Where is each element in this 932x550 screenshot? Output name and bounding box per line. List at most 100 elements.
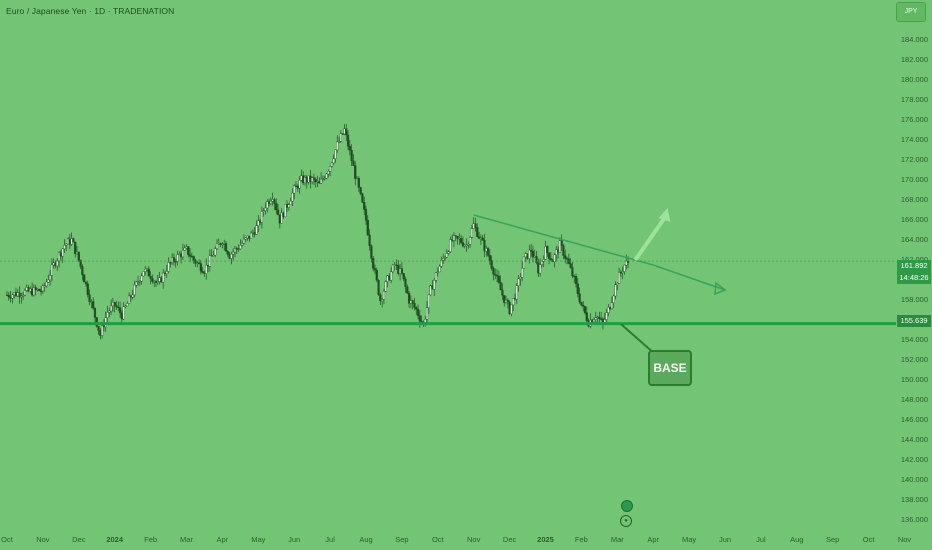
- candle-body: [92, 301, 95, 309]
- candle-body: [539, 264, 542, 274]
- candle-body: [616, 283, 619, 285]
- candle-body: [332, 158, 335, 164]
- candle-body: [564, 255, 567, 259]
- candle-body: [546, 246, 549, 254]
- candle-body: [287, 204, 290, 208]
- candle-body: [194, 260, 197, 264]
- currency-badge[interactable]: JPY: [896, 2, 926, 22]
- candle-body: [239, 245, 242, 250]
- candle-body: [221, 243, 224, 245]
- candle-body: [258, 220, 262, 223]
- candle-body: [544, 246, 547, 260]
- candle-body: [440, 259, 443, 267]
- candle-body: [223, 243, 226, 245]
- candle-body: [296, 185, 299, 189]
- candle-body: [373, 268, 377, 271]
- candle-body: [621, 271, 624, 273]
- candle-body: [619, 272, 622, 274]
- candle-body: [169, 262, 172, 264]
- candle-body: [156, 281, 159, 283]
- candle-body: [113, 302, 116, 306]
- candle-body: [397, 264, 400, 274]
- candle-body: [280, 212, 283, 224]
- candle-body: [321, 178, 325, 180]
- candle-body: [442, 258, 445, 261]
- candle-body: [23, 290, 27, 296]
- candle-body: [399, 268, 402, 274]
- candle-body: [510, 304, 513, 315]
- candle-body: [70, 238, 73, 245]
- candle-body: [117, 306, 120, 309]
- dividend-marker-icon[interactable]: ●: [620, 515, 632, 527]
- x-tick-label: Dec: [72, 535, 86, 544]
- candle-body: [27, 287, 30, 292]
- candle-body: [533, 256, 536, 258]
- candle-body: [486, 248, 490, 256]
- base-callout[interactable]: BASE: [648, 350, 692, 386]
- candle-body: [547, 252, 551, 259]
- y-tick-label: 138.000: [900, 495, 928, 504]
- candle-body: [555, 249, 558, 255]
- candle-body: [537, 262, 540, 274]
- x-tick-label: Sep: [826, 535, 840, 544]
- candle-body: [327, 171, 330, 175]
- candle-body: [99, 330, 102, 336]
- candle-body: [29, 288, 32, 292]
- candle-body: [257, 220, 260, 226]
- candle-body: [111, 302, 115, 307]
- candle-body: [255, 225, 258, 235]
- candle-body: [325, 173, 328, 179]
- candle-body: [391, 264, 395, 272]
- candle-body: [214, 248, 217, 256]
- candle-body: [151, 278, 154, 282]
- candle-body: [84, 281, 88, 285]
- candle-body: [9, 296, 12, 299]
- candle-body: [11, 294, 14, 299]
- candle-body: [571, 267, 574, 277]
- candle-body: [31, 288, 34, 296]
- candle-body: [530, 249, 533, 252]
- candle-body: [406, 286, 409, 294]
- candle-body: [390, 271, 393, 281]
- candle-body: [339, 133, 342, 142]
- candle-body: [32, 287, 36, 296]
- event-marker-icon[interactable]: [621, 500, 633, 512]
- candle-body: [269, 200, 272, 204]
- candle-body: [241, 243, 244, 246]
- y-tick-label: 154.000: [900, 335, 928, 344]
- x-tick-label: Dec: [502, 535, 517, 544]
- candle-body: [512, 298, 515, 306]
- candle-body: [553, 254, 556, 263]
- candle-body: [291, 192, 294, 202]
- candle-body: [483, 240, 486, 252]
- candle-body: [617, 272, 621, 284]
- candle-body: [127, 295, 131, 304]
- y-tick-label: 170.000: [900, 175, 928, 184]
- candle-body: [416, 309, 420, 316]
- candle-body: [181, 250, 185, 258]
- candle-body: [52, 262, 55, 266]
- y-tick-label: 174.000: [900, 135, 928, 144]
- candle-body: [556, 249, 560, 253]
- candle-body: [474, 223, 477, 228]
- candle-body: [144, 268, 147, 272]
- candle-body: [7, 294, 10, 298]
- candle-body: [18, 292, 21, 298]
- candle-body: [436, 271, 439, 273]
- x-tick-label: May: [682, 535, 697, 544]
- candle-body: [574, 276, 578, 285]
- candle-body: [515, 285, 518, 300]
- candle-body: [610, 302, 614, 310]
- y-tick-label: 184.000: [900, 35, 928, 44]
- candle-body: [176, 254, 179, 262]
- candle-body: [167, 262, 170, 272]
- candle-body: [386, 275, 389, 282]
- candle-body: [275, 203, 278, 211]
- y-tick-label: 180.000: [900, 75, 928, 84]
- candle-body: [596, 316, 599, 319]
- candle-body: [395, 264, 398, 266]
- candle-body: [13, 292, 16, 296]
- candle-body: [36, 289, 39, 291]
- candle-body: [65, 243, 68, 246]
